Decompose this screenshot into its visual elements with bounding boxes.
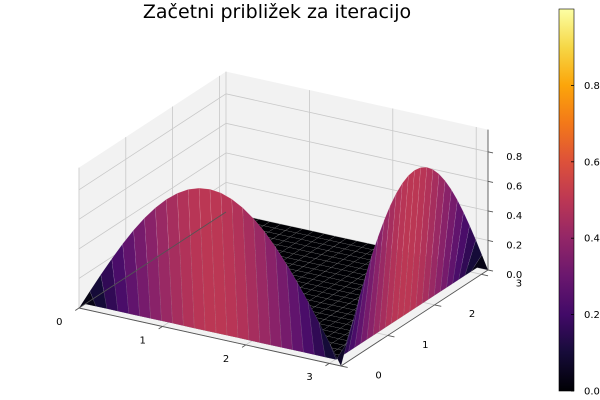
x-axis: 0 1 2 3 bbox=[56, 317, 313, 383]
x-tick-mark bbox=[241, 344, 247, 348]
z-tick-mark bbox=[487, 151, 494, 154]
left-pane bbox=[79, 71, 226, 308]
colorbar-tick-label: 0.6 bbox=[584, 157, 600, 168]
surface-patch bbox=[403, 167, 421, 317]
z-axis: 0.0 0.2 0.4 0.6 0.8 bbox=[506, 152, 522, 281]
x-tick-label: 1 bbox=[140, 335, 146, 346]
y-tick-label: 2 bbox=[469, 309, 475, 320]
surface-plot bbox=[78, 166, 489, 367]
surface-patch bbox=[397, 169, 415, 321]
surface-patch bbox=[366, 220, 385, 341]
surface-patch bbox=[329, 342, 348, 367]
gridline bbox=[78, 93, 489, 191]
z-tick-label: 0.2 bbox=[506, 241, 522, 252]
x-tick-label: 2 bbox=[223, 354, 229, 365]
y-tick-mark bbox=[387, 335, 395, 338]
colorbar-tick-label: 0.4 bbox=[584, 234, 600, 245]
y-axis: 0 1 2 3 bbox=[375, 279, 522, 382]
surface-patch bbox=[391, 174, 409, 325]
surface-patch bbox=[415, 166, 434, 309]
z-tick-mark bbox=[487, 180, 494, 183]
x-tick-label: 3 bbox=[306, 372, 312, 383]
z-tick-label: 0.0 bbox=[506, 270, 522, 281]
surface-patch bbox=[409, 167, 428, 313]
x-tick-mark bbox=[75, 307, 80, 311]
chart-title: Začetni približek za iteracijo bbox=[143, 1, 411, 23]
x-tick-mark bbox=[158, 326, 163, 330]
y-tick-label: 0 bbox=[375, 370, 381, 381]
x-tick-label: 0 bbox=[56, 317, 62, 328]
y-tick-mark bbox=[481, 273, 489, 277]
colorbar-gradient bbox=[558, 8, 575, 392]
y-tick-mark bbox=[340, 365, 348, 368]
surface-patch bbox=[439, 188, 458, 293]
colorbar-tick-label: 0.0 bbox=[584, 387, 600, 398]
axis-line bbox=[77, 211, 489, 367]
z-tick-mark bbox=[487, 210, 494, 213]
colorbar-tick-label: 0.8 bbox=[584, 81, 600, 92]
surface-patch bbox=[464, 239, 483, 277]
axes-front-edges bbox=[75, 129, 494, 368]
surface-patch bbox=[354, 255, 372, 349]
colorbar-tick-label: 0.2 bbox=[584, 310, 600, 321]
y-tick-label: 3 bbox=[516, 279, 522, 290]
surface-patch bbox=[360, 237, 379, 345]
gridline bbox=[78, 122, 489, 220]
x-tick-mark bbox=[325, 363, 330, 367]
z-tick-mark bbox=[487, 269, 494, 272]
colorbar: 0.0 0.2 0.4 0.6 0.8 bbox=[558, 8, 600, 398]
colorbar-ticks bbox=[571, 85, 574, 392]
surface-patch bbox=[372, 205, 391, 337]
z-tick-label: 0.4 bbox=[506, 211, 522, 222]
z-tick-label: 0.6 bbox=[506, 181, 522, 192]
z-tick-label: 0.8 bbox=[506, 152, 522, 163]
y-tick-label: 1 bbox=[422, 340, 428, 351]
y-tick-mark bbox=[434, 304, 442, 307]
surface-patch bbox=[348, 276, 366, 353]
z-tick-mark bbox=[487, 240, 494, 242]
